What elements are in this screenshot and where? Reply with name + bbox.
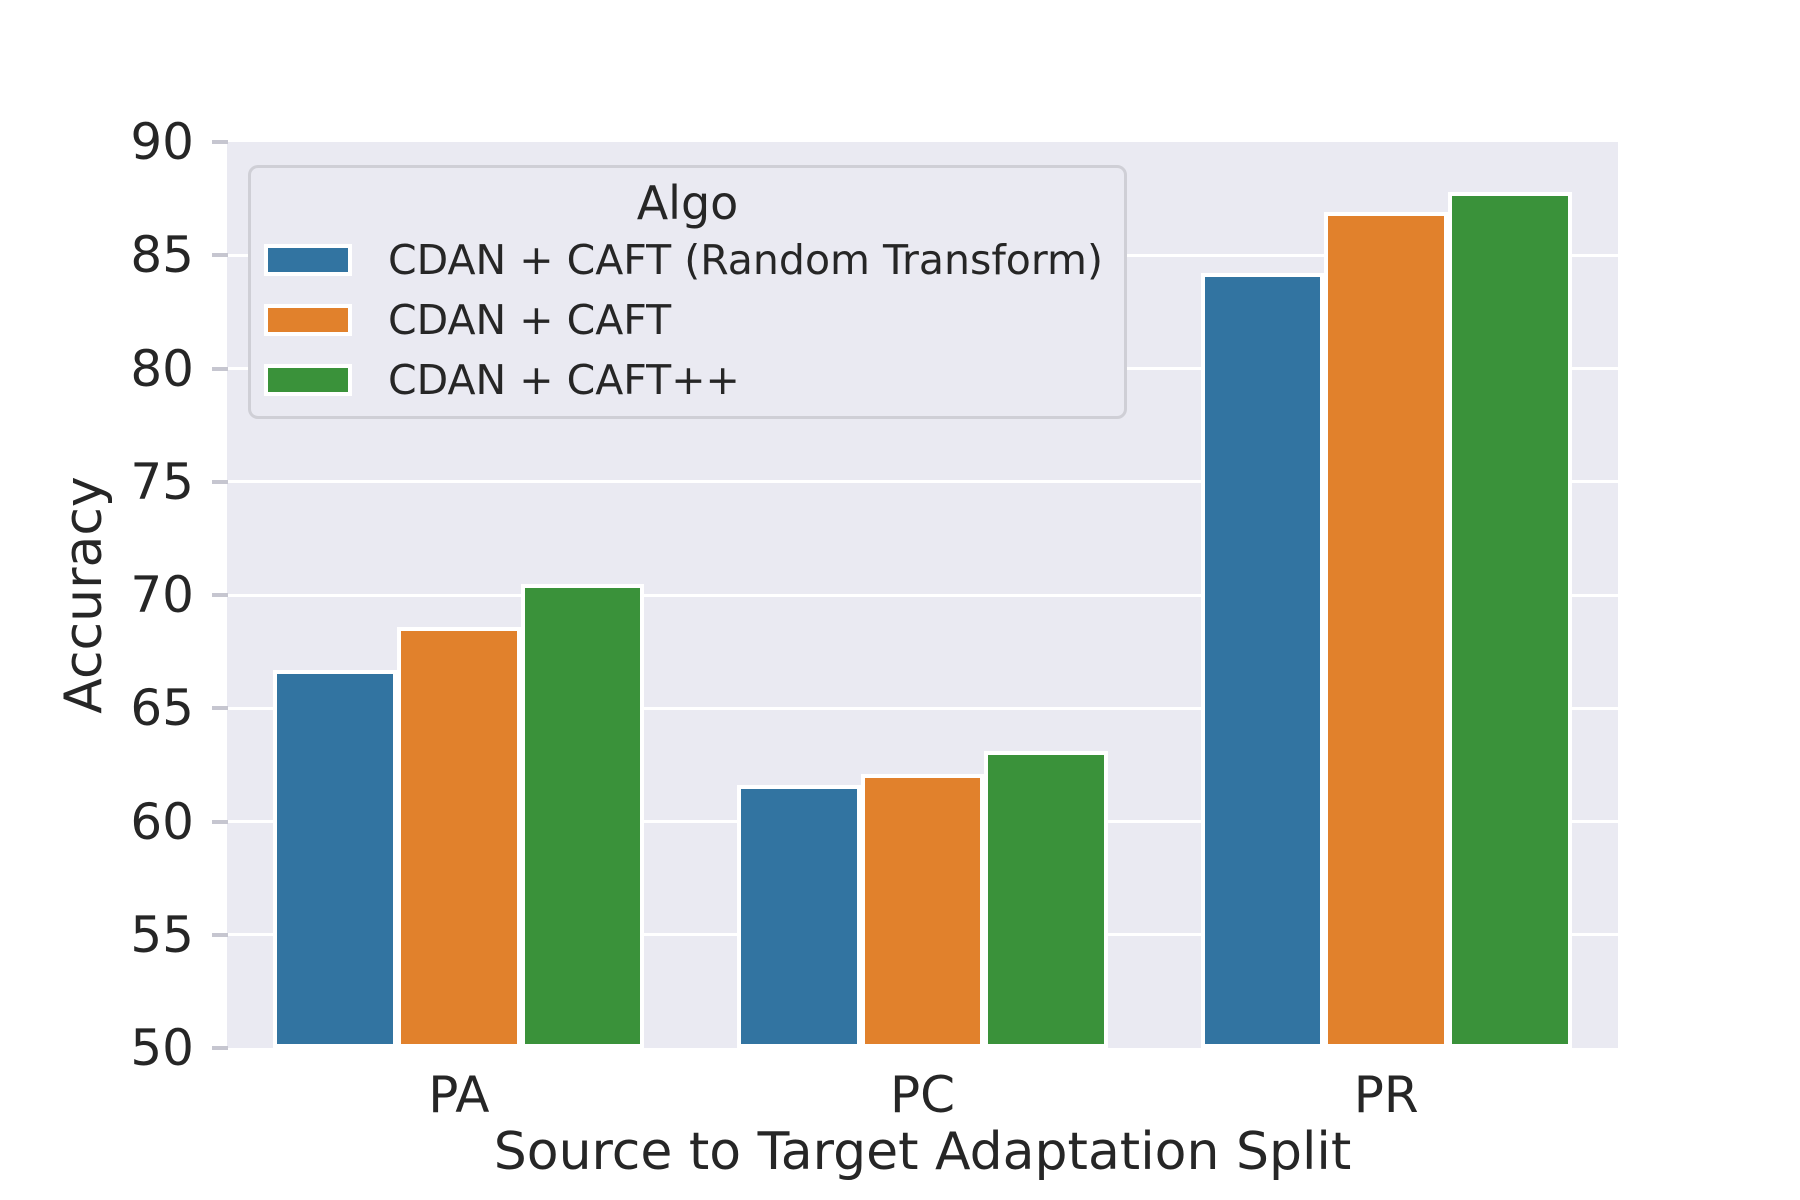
y-tick-label: 70 — [130, 566, 194, 624]
bar-pr-series-2 — [1324, 212, 1448, 1048]
bar-pc-series-3 — [984, 751, 1108, 1048]
bar-pr-series-1 — [1200, 273, 1325, 1048]
gridline-y-75 — [227, 480, 1618, 484]
legend-swatch-series-3 — [264, 364, 352, 396]
y-tick-label: 85 — [130, 226, 194, 285]
gridline-y-65 — [227, 706, 1618, 710]
legend-label: CDAN + CAFT++ — [388, 355, 740, 404]
bar-pc-series-1 — [737, 785, 861, 1048]
y-tick-mark — [212, 479, 228, 484]
legend-title: Algo — [636, 176, 739, 230]
y-tick-label: 50 — [130, 1019, 194, 1077]
bar-pc-series-2 — [860, 773, 985, 1048]
bar-pa-series-3 — [520, 583, 645, 1048]
legend-swatch-series-1 — [264, 244, 352, 276]
y-tick-label: 55 — [130, 905, 194, 964]
legend-label: CDAN + CAFT (Random Transform) — [388, 235, 1103, 284]
y-tick-mark — [212, 140, 228, 144]
y-tick-label: 65 — [130, 679, 194, 738]
y-tick-mark — [212, 932, 228, 937]
y-tick-mark — [212, 819, 228, 824]
x-tick-label-pc: PC — [889, 1066, 956, 1124]
x-tick-label-pa: PA — [428, 1066, 490, 1124]
bar-pa-series-1 — [273, 669, 397, 1048]
y-tick-mark — [212, 706, 228, 711]
legend: Algo CDAN + CAFT (Random Transform) CDAN … — [248, 165, 1127, 419]
x-tick-label-pr: PR — [1353, 1066, 1419, 1124]
legend-row: CDAN + CAFT (Random Transform) — [251, 230, 1124, 290]
legend-label: CDAN + CAFT — [388, 295, 672, 344]
y-tick-mark — [212, 366, 228, 371]
y-tick-label: 80 — [130, 339, 194, 398]
legend-swatch-series-2 — [264, 304, 352, 336]
y-tick-mark — [212, 253, 228, 258]
x-axis-label: Source to Target Adaptation Split — [493, 1122, 1352, 1182]
y-tick-label: 90 — [130, 113, 194, 171]
y-tick-mark — [212, 593, 228, 597]
bar-pa-series-2 — [397, 626, 521, 1048]
y-tick-label: 60 — [130, 792, 194, 851]
legend-row: CDAN + CAFT — [251, 290, 1124, 350]
y-tick-mark — [212, 1046, 228, 1050]
bar-pr-series-3 — [1447, 191, 1572, 1048]
legend-row: CDAN + CAFT++ — [251, 350, 1124, 410]
gridline-y-70 — [227, 593, 1618, 597]
y-tick-label: 75 — [130, 452, 194, 511]
